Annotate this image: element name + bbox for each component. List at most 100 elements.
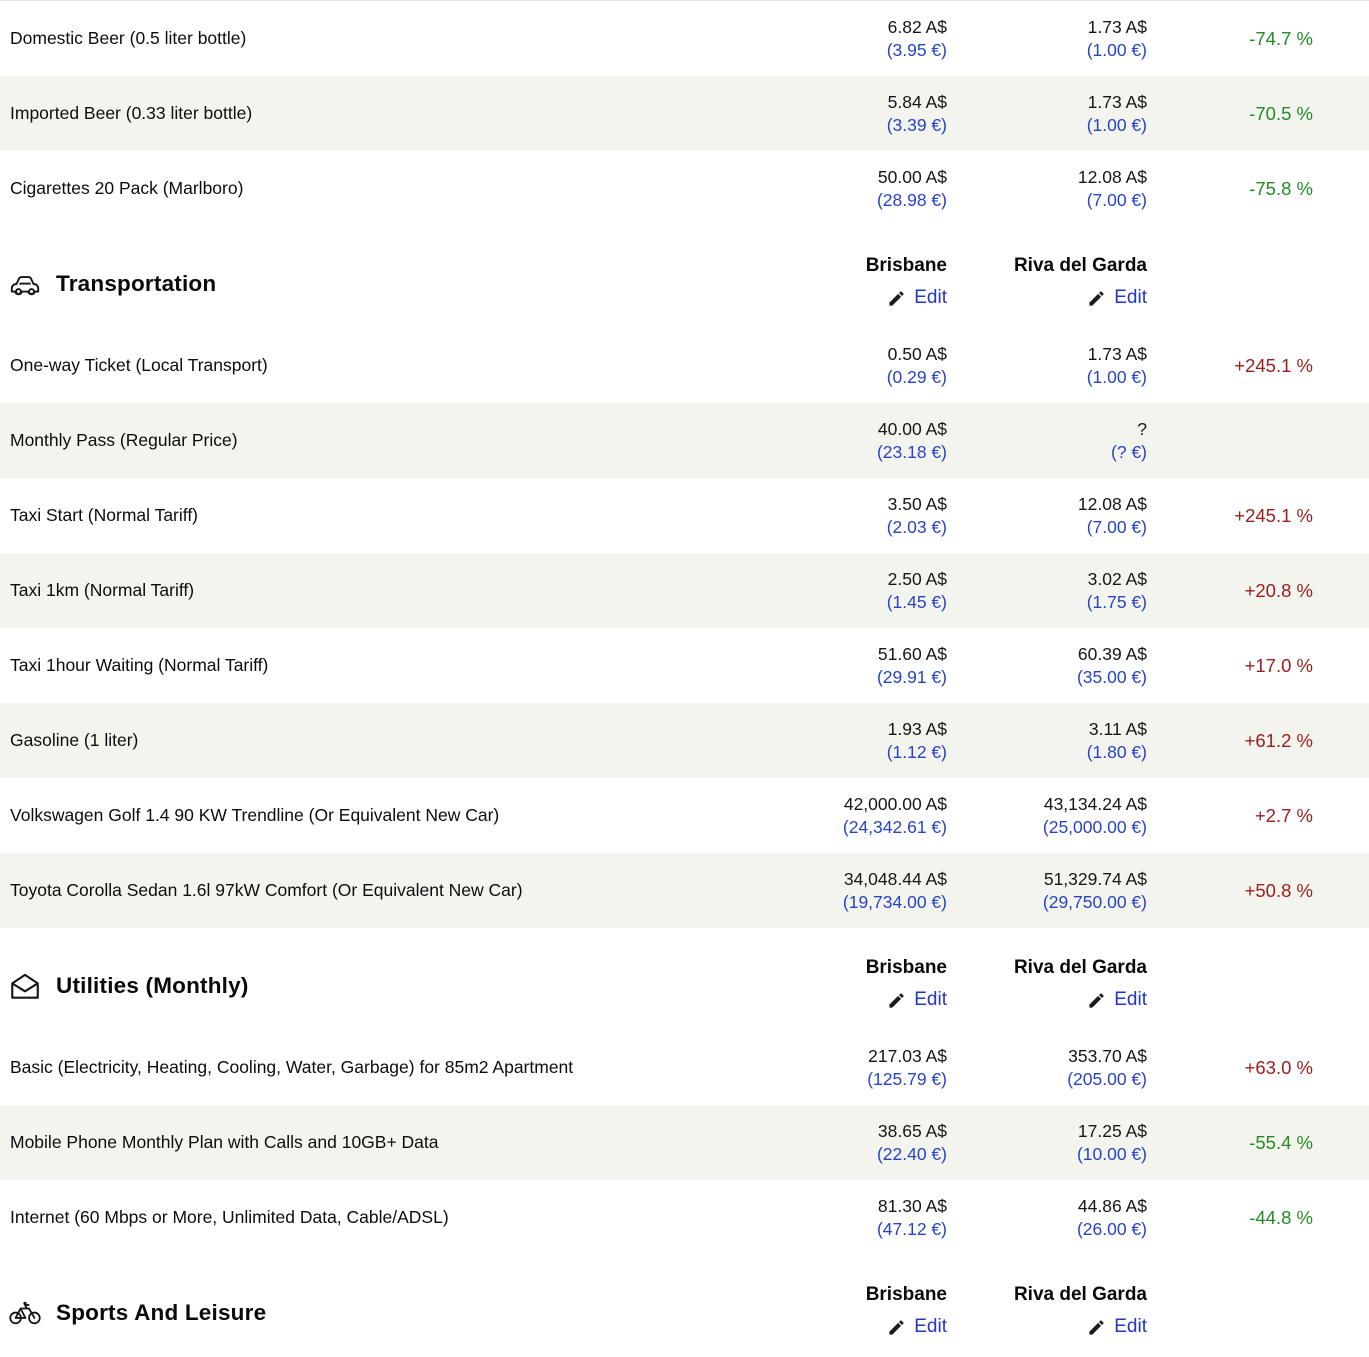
city2-price: 1.73 A$ bbox=[1087, 91, 1147, 112]
section-title: Sports And Leisure bbox=[56, 1300, 267, 1325]
edit-label: Edit bbox=[1114, 287, 1147, 309]
city1-price-eur: (125.79 €) bbox=[867, 1068, 947, 1089]
mail-icon bbox=[8, 971, 42, 1001]
edit-label: Edit bbox=[1114, 1316, 1147, 1338]
city1-price-cell: 34,048.44 A$ (19,734.00 €) bbox=[757, 868, 947, 914]
city1-price: 50.00 A$ bbox=[877, 166, 947, 187]
city2-price-cell: 17.25 A$ (10.00 €) bbox=[947, 1120, 1147, 1166]
city2-price-cell: 51,329.74 A$ (29,750.00 €) bbox=[947, 868, 1147, 914]
city1-column-header: Brisbane Edit bbox=[757, 1284, 947, 1342]
city2-price: 17.25 A$ bbox=[1077, 1120, 1147, 1141]
city2-price: 60.39 A$ bbox=[1077, 643, 1147, 664]
city1-price: 5.84 A$ bbox=[887, 91, 947, 112]
city2-price-eur: (26.00 €) bbox=[1076, 1218, 1147, 1239]
city2-price-eur: (? €) bbox=[1111, 441, 1147, 462]
city1-price-cell: 1.93 A$ (1.12 €) bbox=[757, 718, 947, 764]
city2-price-cell: ? (? €) bbox=[947, 418, 1147, 464]
item-name: One-way Ticket (Local Transport) bbox=[10, 355, 268, 376]
city2-price-cell: 44.86 A$ (26.00 €) bbox=[947, 1195, 1147, 1241]
city2-column-header: Riva del Garda Edit bbox=[947, 1284, 1147, 1342]
table-row: One-way Ticket (Local Transport) 0.50 A$… bbox=[0, 328, 1369, 403]
city2-price: 44.86 A$ bbox=[1077, 1195, 1147, 1216]
table-row: Volkswagen Golf 1.4 90 KW Trendline (Or … bbox=[0, 778, 1369, 853]
price-difference: -44.8 % bbox=[1249, 1206, 1313, 1228]
item-name: Taxi 1hour Waiting (Normal Tariff) bbox=[10, 655, 269, 676]
city2-price-cell: 353.70 A$ (205.00 €) bbox=[947, 1045, 1147, 1091]
city1-column-header: Brisbane Edit bbox=[757, 957, 947, 1015]
city1-price: 2.50 A$ bbox=[887, 568, 947, 589]
edit-label: Edit bbox=[1114, 989, 1147, 1011]
item-name: Monthly Pass (Regular Price) bbox=[10, 430, 238, 451]
pencil-icon bbox=[1089, 993, 1104, 1008]
price-difference: -74.7 % bbox=[1249, 27, 1313, 49]
city1-price: 3.50 A$ bbox=[887, 493, 947, 514]
city1-price: 38.65 A$ bbox=[877, 1120, 947, 1141]
city1-edit-link[interactable]: Edit bbox=[887, 989, 947, 1011]
city1-name: Brisbane bbox=[865, 957, 947, 979]
city1-price-cell: 81.30 A$ (47.12 €) bbox=[757, 1195, 947, 1241]
section-header: Sports And Leisure Brisbane Edit Riva de… bbox=[0, 1269, 1369, 1357]
city2-price-cell: 12.08 A$ (7.00 €) bbox=[947, 493, 1147, 539]
city1-price-cell: 5.84 A$ (3.39 €) bbox=[757, 91, 947, 137]
city1-price: 81.30 A$ bbox=[877, 1195, 947, 1216]
city2-column-header: Riva del Garda Edit bbox=[947, 255, 1147, 313]
city2-price-eur: (7.00 €) bbox=[1086, 516, 1147, 537]
item-name: Domestic Beer (0.5 liter bottle) bbox=[10, 28, 247, 49]
city1-price: 1.93 A$ bbox=[887, 718, 947, 739]
city2-edit-link[interactable]: Edit bbox=[1087, 287, 1147, 309]
city1-price: 6.82 A$ bbox=[887, 16, 947, 37]
item-name: Volkswagen Golf 1.4 90 KW Trendline (Or … bbox=[10, 805, 500, 826]
city2-price-cell: 3.11 A$ (1.80 €) bbox=[947, 718, 1147, 764]
city1-edit-link[interactable]: Edit bbox=[887, 1316, 947, 1338]
city2-column-header: Riva del Garda Edit bbox=[947, 957, 1147, 1015]
price-difference: -75.8 % bbox=[1249, 177, 1313, 199]
city1-price: 34,048.44 A$ bbox=[843, 868, 947, 889]
city2-name: Riva del Garda bbox=[1013, 255, 1147, 277]
price-difference: +17.0 % bbox=[1244, 654, 1313, 676]
city1-price-eur: (22.40 €) bbox=[876, 1143, 947, 1164]
city1-price-eur: (1.12 €) bbox=[886, 741, 947, 762]
edit-label: Edit bbox=[914, 989, 947, 1011]
city2-edit-link[interactable]: Edit bbox=[1087, 989, 1147, 1011]
pencil-icon bbox=[889, 291, 904, 306]
city2-price-cell: 43,134.24 A$ (25,000.00 €) bbox=[947, 793, 1147, 839]
city1-price-eur: (47.12 €) bbox=[876, 1218, 947, 1239]
city1-edit-link[interactable]: Edit bbox=[887, 287, 947, 309]
city2-price-eur: (1.00 €) bbox=[1086, 366, 1147, 387]
city2-price-eur: (25,000.00 €) bbox=[1042, 816, 1147, 837]
table-row: Toyota Corolla Sedan 1.6l 97kW Comfort (… bbox=[0, 853, 1369, 928]
city1-price-cell: 42,000.00 A$ (24,342.61 €) bbox=[757, 793, 947, 839]
city1-price-cell: 0.50 A$ (0.29 €) bbox=[757, 343, 947, 389]
price-difference: +50.8 % bbox=[1244, 879, 1313, 901]
city2-edit-link[interactable]: Edit bbox=[1087, 1316, 1147, 1338]
item-name: Taxi Start (Normal Tariff) bbox=[10, 505, 199, 526]
city2-name: Riva del Garda bbox=[1013, 1284, 1147, 1306]
city1-price-cell: 51.60 A$ (29.91 €) bbox=[757, 643, 947, 689]
city2-name: Riva del Garda bbox=[1013, 957, 1147, 979]
city2-price-cell: 1.73 A$ (1.00 €) bbox=[947, 343, 1147, 389]
price-difference: +63.0 % bbox=[1244, 1056, 1313, 1078]
table-row: Cigarettes 20 Pack (Marlboro) 50.00 A$ (… bbox=[0, 151, 1369, 226]
city1-price-cell: 40.00 A$ (23.18 €) bbox=[757, 418, 947, 464]
city1-price: 217.03 A$ bbox=[868, 1045, 947, 1066]
city2-price-cell: 1.73 A$ (1.00 €) bbox=[947, 91, 1147, 137]
pencil-icon bbox=[1089, 1320, 1104, 1335]
city2-price: 12.08 A$ bbox=[1077, 493, 1147, 514]
city1-price-cell: 3.50 A$ (2.03 €) bbox=[757, 493, 947, 539]
bicycle-icon bbox=[8, 1298, 42, 1328]
table-row: Domestic Beer (0.5 liter bottle) 6.82 A$… bbox=[0, 1, 1369, 76]
city2-price: 43,134.24 A$ bbox=[1043, 793, 1147, 814]
city2-price-eur: (10.00 €) bbox=[1076, 1143, 1147, 1164]
car-icon bbox=[8, 269, 42, 299]
price-difference: +2.7 % bbox=[1254, 804, 1313, 826]
city2-price: 3.02 A$ bbox=[1087, 568, 1147, 589]
price-difference: +61.2 % bbox=[1244, 729, 1313, 751]
city2-price: 12.08 A$ bbox=[1077, 166, 1147, 187]
edit-label: Edit bbox=[914, 1316, 947, 1338]
edit-label: Edit bbox=[914, 287, 947, 309]
table-row: Imported Beer (0.33 liter bottle) 5.84 A… bbox=[0, 76, 1369, 151]
table-row: Gasoline (1 liter) 1.93 A$ (1.12 €) 3.11… bbox=[0, 703, 1369, 778]
price-difference: -55.4 % bbox=[1249, 1131, 1313, 1153]
table-row: Monthly Pass (Regular Price) 40.00 A$ (2… bbox=[0, 403, 1369, 478]
section-header: Utilities (Monthly) Brisbane Edit Riva d… bbox=[0, 942, 1369, 1030]
